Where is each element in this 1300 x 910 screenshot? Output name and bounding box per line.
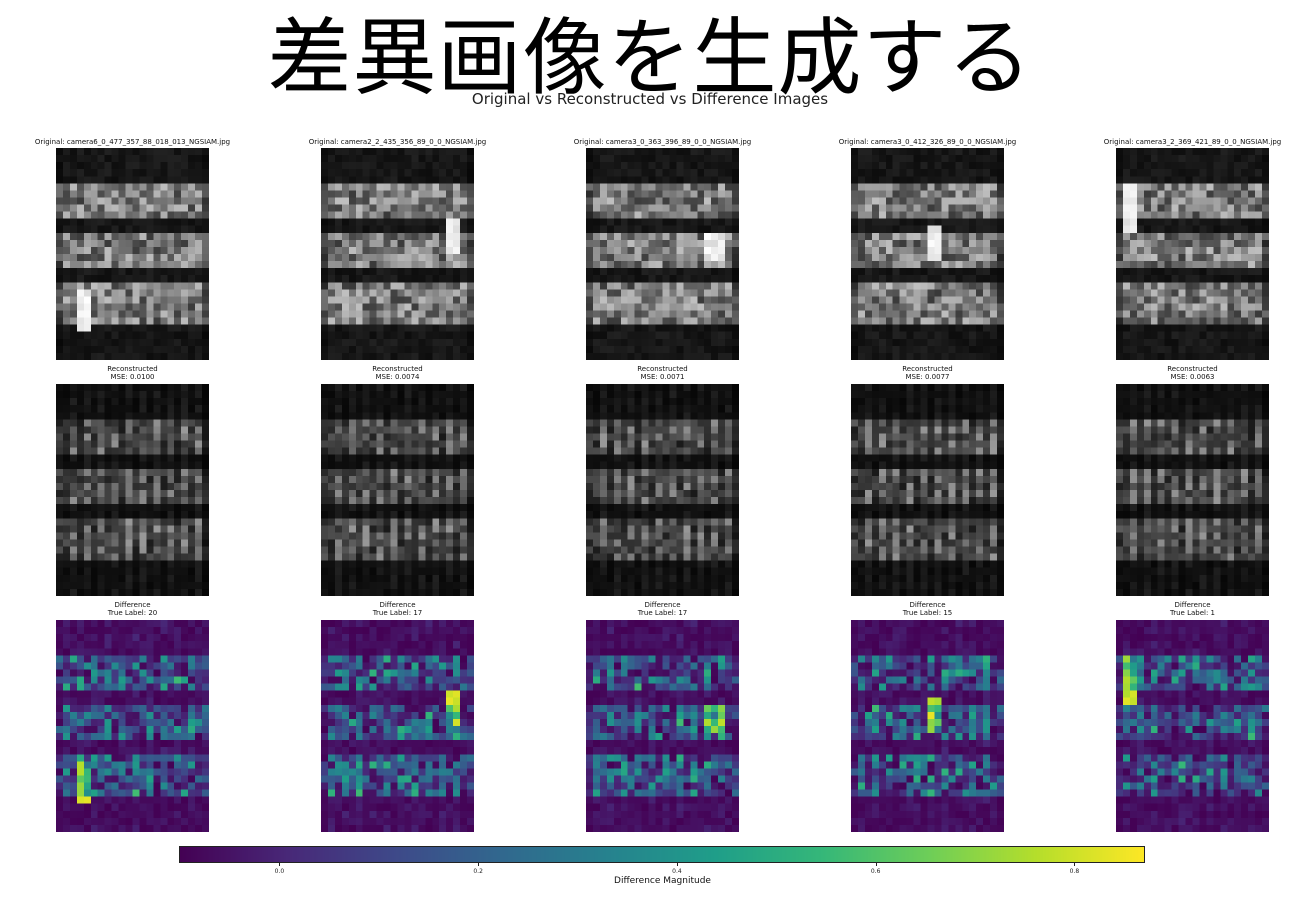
reconstructed-title: Reconstructed [372,365,423,373]
difference-title: Difference [1174,601,1211,609]
reconstructed-image [586,384,739,596]
original-image [586,148,739,360]
original-title: Original: camera3_0_363_396_89_0_0_NGSIA… [573,138,752,146]
difference-title: Difference [909,601,946,609]
colorbar-tick-label: 0.2 [473,868,483,875]
mse-value: MSE: 0.0100 [110,373,155,381]
colorbar-tick-label: 0.0 [274,868,285,875]
colorbar-tick-mark [875,863,877,866]
colorbar-tick-label: 0.4 [672,868,682,875]
original-title: Original: camera3_2_369_421_89_0_0_NGSIA… [1103,138,1282,146]
reconstructed-title: Reconstructed [1167,365,1218,373]
reconstructed-image [56,384,209,596]
reconstructed-image [1116,384,1269,596]
true-label: True Label: 17 [637,609,688,617]
true-label: True Label: 15 [902,609,953,617]
difference-title: Difference [644,601,681,609]
colorbar-tick-mark [676,863,678,866]
reconstructed-title: Reconstructed [902,365,953,373]
original-title: Original: camera6_0_477_357_88_018_013_N… [34,138,231,146]
reconstructed-title: Reconstructed [107,365,158,373]
difference-heatmap [851,620,1004,832]
difference-heatmap [56,620,209,832]
colorbar-tick-label: 0.6 [870,868,881,875]
original-image [851,148,1004,360]
reconstructed-title: Reconstructed [637,365,688,373]
true-label: True Label: 17 [372,609,423,617]
reconstructed-image [851,384,1004,596]
colorbar-tick-mark [279,863,281,866]
true-label: True Label: 20 [107,609,158,617]
difference-title: Difference [379,601,416,609]
colorbar-tick-mark [1074,863,1076,866]
original-image [321,148,474,360]
difference-heatmap [321,620,474,832]
colorbar-tick-label: 0.8 [1069,868,1080,875]
reconstructed-image [321,384,474,596]
mse-value: MSE: 0.0063 [1170,373,1215,381]
original-image [56,148,209,360]
difference-title: Difference [114,601,151,609]
original-image [1116,148,1269,360]
difference-heatmap [586,620,739,832]
colorbar-label: Difference Magnitude [614,876,711,886]
page-heading: 差異画像を生成する [267,9,1033,107]
original-title: Original: camera3_0_412_326_89_0_0_NGSIA… [838,138,1017,146]
difference-heatmap [1116,620,1269,832]
original-title: Original: camera2_2_435_356_89_0_0_NGSIA… [308,138,487,146]
true-label: True Label: 1 [1169,609,1215,617]
mse-value: MSE: 0.0071 [640,373,685,381]
figure-title: Original vs Reconstructed vs Difference … [471,90,829,108]
mse-value: MSE: 0.0077 [905,373,950,381]
colorbar [179,846,1145,863]
colorbar-tick-mark [478,863,480,866]
mse-value: MSE: 0.0074 [375,373,420,381]
